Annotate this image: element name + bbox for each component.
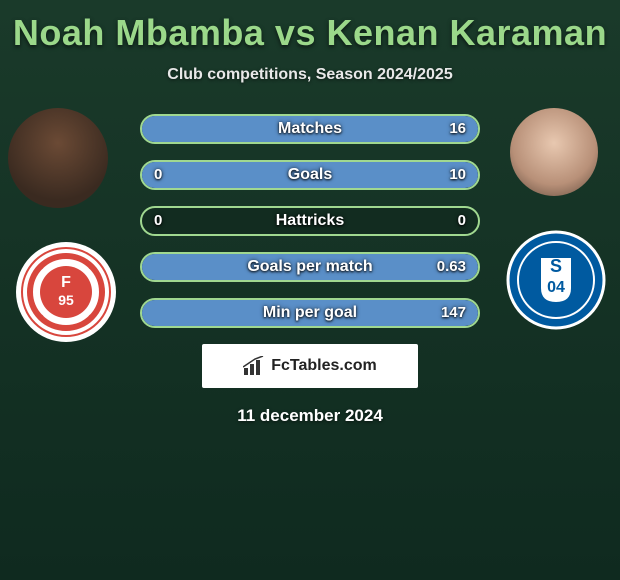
stat-value-right: 147: [441, 300, 466, 326]
svg-text:F: F: [61, 274, 71, 291]
stat-row: Matches16: [140, 114, 480, 144]
content-area: F 95 S 04 Matches160Goals100Hattricks0Go…: [0, 114, 620, 426]
bar-chart-icon: [243, 356, 267, 376]
svg-text:04: 04: [547, 279, 565, 296]
svg-text:95: 95: [58, 292, 74, 308]
schalke-badge-icon: S 04: [506, 230, 606, 330]
fortuna-badge-icon: F 95: [21, 247, 111, 337]
date-text: 11 december 2024: [0, 406, 620, 426]
svg-text:S: S: [550, 256, 562, 276]
stat-row: 0Goals10: [140, 160, 480, 190]
stat-value-right: 0: [458, 208, 466, 234]
watermark-label: FcTables.com: [271, 357, 377, 375]
player-left-avatar: [8, 108, 108, 208]
player-right-face: [510, 108, 598, 196]
stat-value-right: 16: [449, 116, 466, 142]
watermark-badge: FcTables.com: [202, 344, 418, 388]
stat-label: Goals per match: [142, 254, 478, 280]
stat-row: Goals per match0.63: [140, 252, 480, 282]
stat-label: Goals: [142, 162, 478, 188]
club-right-badge: S 04: [506, 230, 606, 330]
club-left-badge: F 95: [16, 242, 116, 342]
stat-label: Hattricks: [142, 208, 478, 234]
stat-row: Min per goal147: [140, 298, 480, 328]
player-right-avatar: [510, 108, 598, 196]
stat-label: Matches: [142, 116, 478, 142]
stat-label: Min per goal: [142, 300, 478, 326]
stat-row: 0Hattricks0: [140, 206, 480, 236]
stat-value-right: 0.63: [437, 254, 466, 280]
stat-value-right: 10: [449, 162, 466, 188]
player-left-face: [8, 108, 108, 208]
stats-rows: Matches160Goals100Hattricks0Goals per ma…: [140, 114, 480, 328]
comparison-title: Noah Mbamba vs Kenan Karaman: [0, 0, 620, 54]
subtitle: Club competitions, Season 2024/2025: [0, 66, 620, 84]
